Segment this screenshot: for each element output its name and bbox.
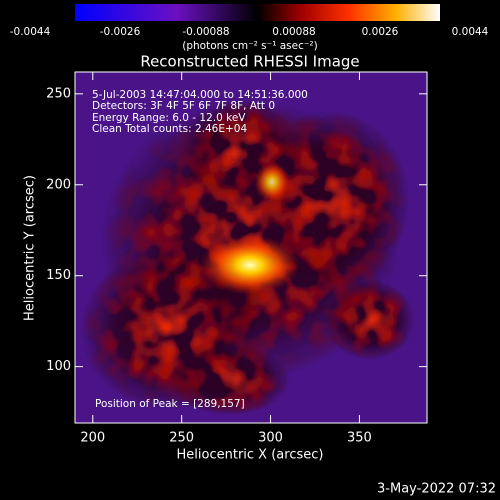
- x-axis-label: Heliocentric X (arcsec): [177, 448, 324, 463]
- colorbar-tick-label: -0.0026: [100, 26, 141, 38]
- x-tick-label: 200: [80, 431, 105, 446]
- y-tick-label: 200: [46, 177, 71, 192]
- x-tick-label: 300: [258, 431, 283, 446]
- colorbar-label: (photons cm⁻² s⁻¹ asec⁻²): [182, 40, 317, 52]
- y-tick-label: 100: [46, 359, 71, 374]
- colorbar-tick-label: 0.0026: [362, 26, 399, 38]
- plot-frame: [74, 71, 428, 424]
- annotation: 5-Jul-2003 14:47:04.000 to 14:51:36.000: [92, 89, 308, 101]
- annotation: Energy Range: 6.0 - 12.0 keV: [92, 112, 246, 124]
- y-tick-label: 250: [46, 86, 71, 101]
- annotation: Clean Total counts: 2.46E+04: [92, 123, 247, 135]
- colorbar-tick-label: -0.0044: [10, 26, 51, 38]
- image: [75, 72, 427, 423]
- peak-label: Position of Peak = [289,157]: [95, 398, 245, 410]
- chart-title: Reconstructed RHESSI Image: [140, 53, 359, 71]
- x-tick-label: 250: [169, 431, 194, 446]
- colorbar-tick-label: 0.0044: [452, 26, 489, 38]
- x-tick-label: 350: [347, 431, 372, 446]
- annotation: Detectors: 3F 4F 5F 6F 7F 8F, Att 0: [92, 100, 275, 112]
- y-tick-label: 150: [46, 268, 71, 283]
- colorbar-tick-label: -0.00088: [182, 26, 229, 38]
- colorbar-tick-label: 0.00088: [272, 26, 315, 38]
- y-axis-label: Heliocentric Y (arcsec): [23, 175, 38, 321]
- colorbar: [75, 4, 440, 21]
- timestamp: 3-May-2022 07:32: [377, 482, 496, 497]
